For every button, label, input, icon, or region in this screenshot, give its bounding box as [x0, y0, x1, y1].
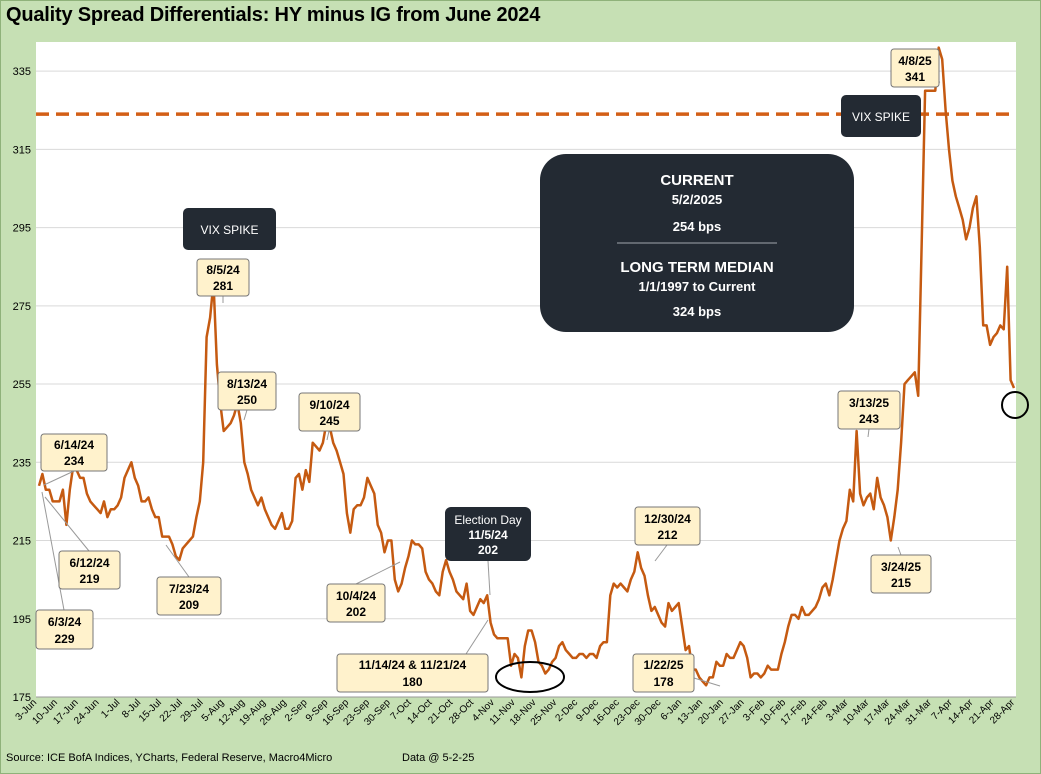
x-tick-label: 2-Dec	[553, 697, 580, 724]
grid-lines	[36, 70, 1016, 698]
svg-text:234: 234	[64, 454, 84, 468]
svg-text:6/3/24: 6/3/24	[48, 615, 82, 629]
svg-text:1/22/25: 1/22/25	[643, 658, 683, 672]
svg-text:9/10/24: 9/10/24	[309, 398, 349, 412]
x-axis-labels: 3-Jun10-Jun17-Jun24-Jun1-Jul8-Jul15-Jul2…	[14, 697, 1018, 728]
nov-low-ellipse	[495, 661, 565, 693]
spread-series-line	[37, 46, 1016, 687]
y-tick-label: 255	[13, 379, 31, 391]
x-tick-label: 22-Jul	[158, 697, 185, 724]
current-date: 5/2/2025	[672, 192, 723, 207]
svg-text:3/13/25: 3/13/25	[849, 396, 889, 410]
footer-source: Source: ICE BofA Indices, YCharts, Feder…	[6, 752, 333, 764]
svg-text:215: 215	[891, 576, 911, 590]
callout-apr8: 4/8/25 341	[890, 48, 940, 88]
svg-text:11/5/24: 11/5/24	[468, 528, 508, 542]
callout-oct4: 10/4/24 202	[326, 583, 386, 623]
callout-jan22: 1/22/25 178	[632, 653, 695, 693]
svg-text:8/5/24: 8/5/24	[206, 263, 240, 277]
current-point-circle	[1001, 391, 1029, 419]
svg-text:180: 180	[402, 675, 422, 689]
svg-text:6/14/24: 6/14/24	[54, 438, 94, 452]
median-value: 324 bps	[673, 304, 721, 319]
median-heading: LONG TERM MEDIAN	[620, 259, 773, 276]
leader-line	[355, 561, 401, 585]
y-tick-label: 295	[13, 223, 31, 235]
leader-line	[465, 619, 489, 655]
leader-line	[44, 496, 90, 552]
callout-aug13: 8/13/24 250	[217, 371, 277, 411]
footer-as-of: Data @ 5-2-25	[402, 752, 475, 764]
callout-labels: 6/14/24 234 6/12/24 219 6/3/24 229 7/23/…	[35, 48, 940, 693]
x-tick-label: 1-Jul	[99, 697, 122, 720]
svg-text:245: 245	[319, 414, 339, 428]
y-tick-label: 275	[13, 301, 31, 313]
svg-text:VIX SPIKE: VIX SPIKE	[200, 223, 258, 237]
svg-text:243: 243	[859, 412, 879, 426]
election-day-label: Election Day 11/5/24 202	[445, 507, 531, 561]
chart-title: Quality Spread Differentials: HY minus I…	[6, 4, 541, 26]
current-heading: CURRENT	[660, 172, 733, 189]
y-tick-label: 335	[13, 66, 31, 78]
svg-text:202: 202	[346, 605, 366, 619]
leader-line	[165, 544, 190, 578]
callout-nov14: 11/14/24 & 11/21/24 180	[336, 653, 489, 693]
footer: Source: ICE BofA Indices, YCharts, Feder…	[6, 752, 474, 764]
y-tick-label: 315	[13, 144, 31, 156]
summary-box: CURRENT 5/2/2025 254 bps LONG TERM MEDIA…	[540, 154, 854, 332]
leader-line	[326, 430, 330, 441]
leader-line	[897, 546, 902, 556]
callout-sep10: 9/10/24 245	[298, 392, 361, 432]
svg-text:VIX SPIKE: VIX SPIKE	[852, 110, 910, 124]
callout-jun14: 6/14/24 234	[40, 433, 108, 472]
vix-spike-label-aug: VIX SPIKE	[183, 208, 276, 250]
vix-spike-label-apr: VIX SPIKE	[841, 95, 921, 137]
y-tick-label: 175	[13, 692, 31, 704]
svg-text:209: 209	[179, 598, 199, 612]
svg-text:250: 250	[237, 393, 257, 407]
callout-jun12: 6/12/24 219	[58, 550, 121, 590]
svg-text:10/4/24: 10/4/24	[336, 589, 376, 603]
y-tick-label: 195	[13, 614, 31, 626]
svg-text:212: 212	[657, 528, 677, 542]
x-tick-label: 29-Jul	[179, 697, 206, 724]
leader-line	[654, 544, 668, 562]
svg-text:229: 229	[54, 632, 74, 646]
svg-text:3/24/25: 3/24/25	[881, 560, 921, 574]
svg-text:8/13/24: 8/13/24	[227, 377, 267, 391]
y-tick-label: 235	[13, 457, 31, 469]
svg-text:219: 219	[79, 572, 99, 586]
current-value: 254 bps	[673, 219, 721, 234]
y-axis-labels: 175 195 215 235 255 275 295 315 335	[13, 66, 31, 704]
svg-text:6/12/24: 6/12/24	[69, 556, 109, 570]
svg-text:12/30/24: 12/30/24	[644, 512, 691, 526]
svg-text:7/23/24: 7/23/24	[169, 582, 209, 596]
callout-jun3: 6/3/24 229	[35, 609, 94, 650]
svg-text:11/14/24 & 11/21/24: 11/14/24 & 11/21/24	[359, 658, 467, 672]
callout-mar13: 3/13/25 243	[837, 390, 901, 430]
x-tick-label: 28-Apr	[988, 697, 1017, 726]
annotation-leaders	[41, 81, 941, 687]
y-tick-label: 215	[13, 536, 31, 548]
callout-mar24: 3/24/25 215	[870, 554, 932, 594]
leader-line	[487, 560, 491, 596]
callout-aug5: 8/5/24 281	[196, 258, 250, 297]
leader-line	[41, 491, 65, 611]
svg-text:4/8/25: 4/8/25	[898, 54, 932, 68]
svg-text:341: 341	[905, 70, 925, 84]
svg-text:202: 202	[478, 543, 498, 557]
callout-jul23: 7/23/24 209	[156, 576, 222, 616]
median-range: 1/1/1997 to Current	[638, 279, 756, 294]
callout-dec30: 12/30/24 212	[634, 506, 701, 546]
x-tick-label: 2-Sep	[283, 697, 310, 724]
leader-line	[243, 409, 248, 421]
svg-text:281: 281	[213, 279, 233, 293]
leader-line	[43, 470, 75, 486]
leader-line	[693, 677, 721, 687]
svg-text:Election Day: Election Day	[454, 513, 521, 527]
leader-line	[867, 428, 870, 438]
svg-text:178: 178	[653, 675, 673, 689]
x-tick-label: 15-Jul	[137, 697, 164, 724]
